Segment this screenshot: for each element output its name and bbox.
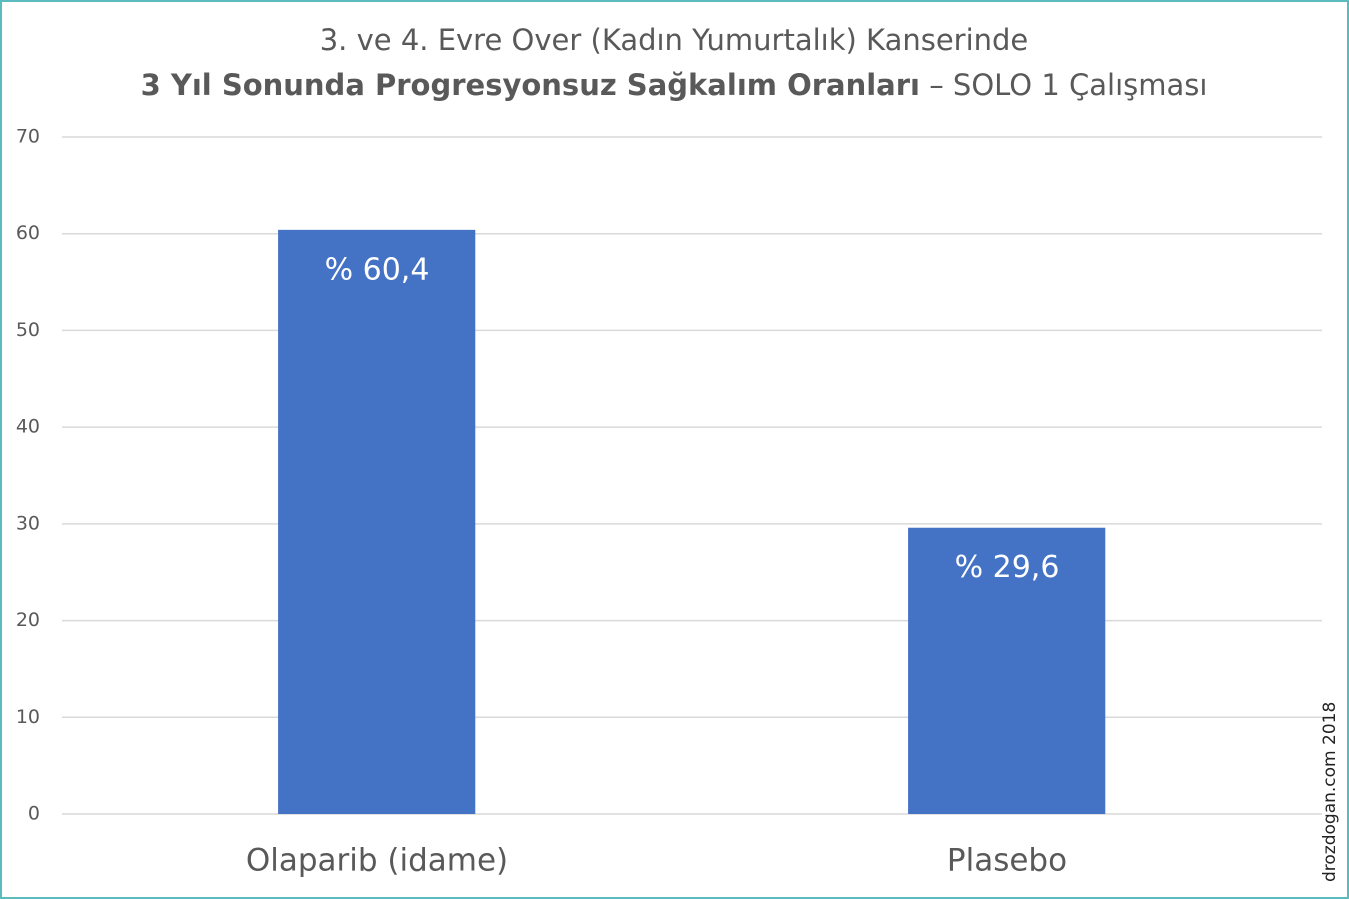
bar bbox=[278, 229, 476, 815]
y-tick-label: 20 bbox=[16, 609, 40, 631]
x-tick-label: Plasebo bbox=[947, 843, 1067, 879]
subtitle-bold: 3 Yıl Sonunda Progresyonsuz Sağkalım Ora… bbox=[141, 68, 920, 102]
x-tick-label: Olaparib (idame) bbox=[246, 843, 508, 879]
y-tick-label: 0 bbox=[28, 803, 40, 825]
y-tick-label: 50 bbox=[16, 319, 40, 341]
watermark: drozdogan.com 2018 bbox=[1320, 702, 1340, 882]
y-tick-label: 10 bbox=[16, 706, 40, 728]
chart-subtitle: 3 Yıl Sonunda Progresyonsuz Sağkalım Ora… bbox=[141, 68, 1208, 102]
chart-title: 3. ve 4. Evre Over (Kadın Yumurtalık) Ka… bbox=[320, 23, 1029, 57]
bar bbox=[908, 527, 1106, 814]
y-tick-label: 40 bbox=[16, 416, 40, 438]
y-tick-label: 30 bbox=[16, 512, 40, 534]
subtitle-rest: – SOLO 1 Çalışması bbox=[929, 68, 1207, 102]
y-tick-label: 60 bbox=[16, 222, 40, 244]
data-label: % 29,6 bbox=[955, 550, 1060, 585]
y-tick-label: 70 bbox=[16, 126, 40, 148]
data-label: % 60,4 bbox=[325, 252, 430, 287]
